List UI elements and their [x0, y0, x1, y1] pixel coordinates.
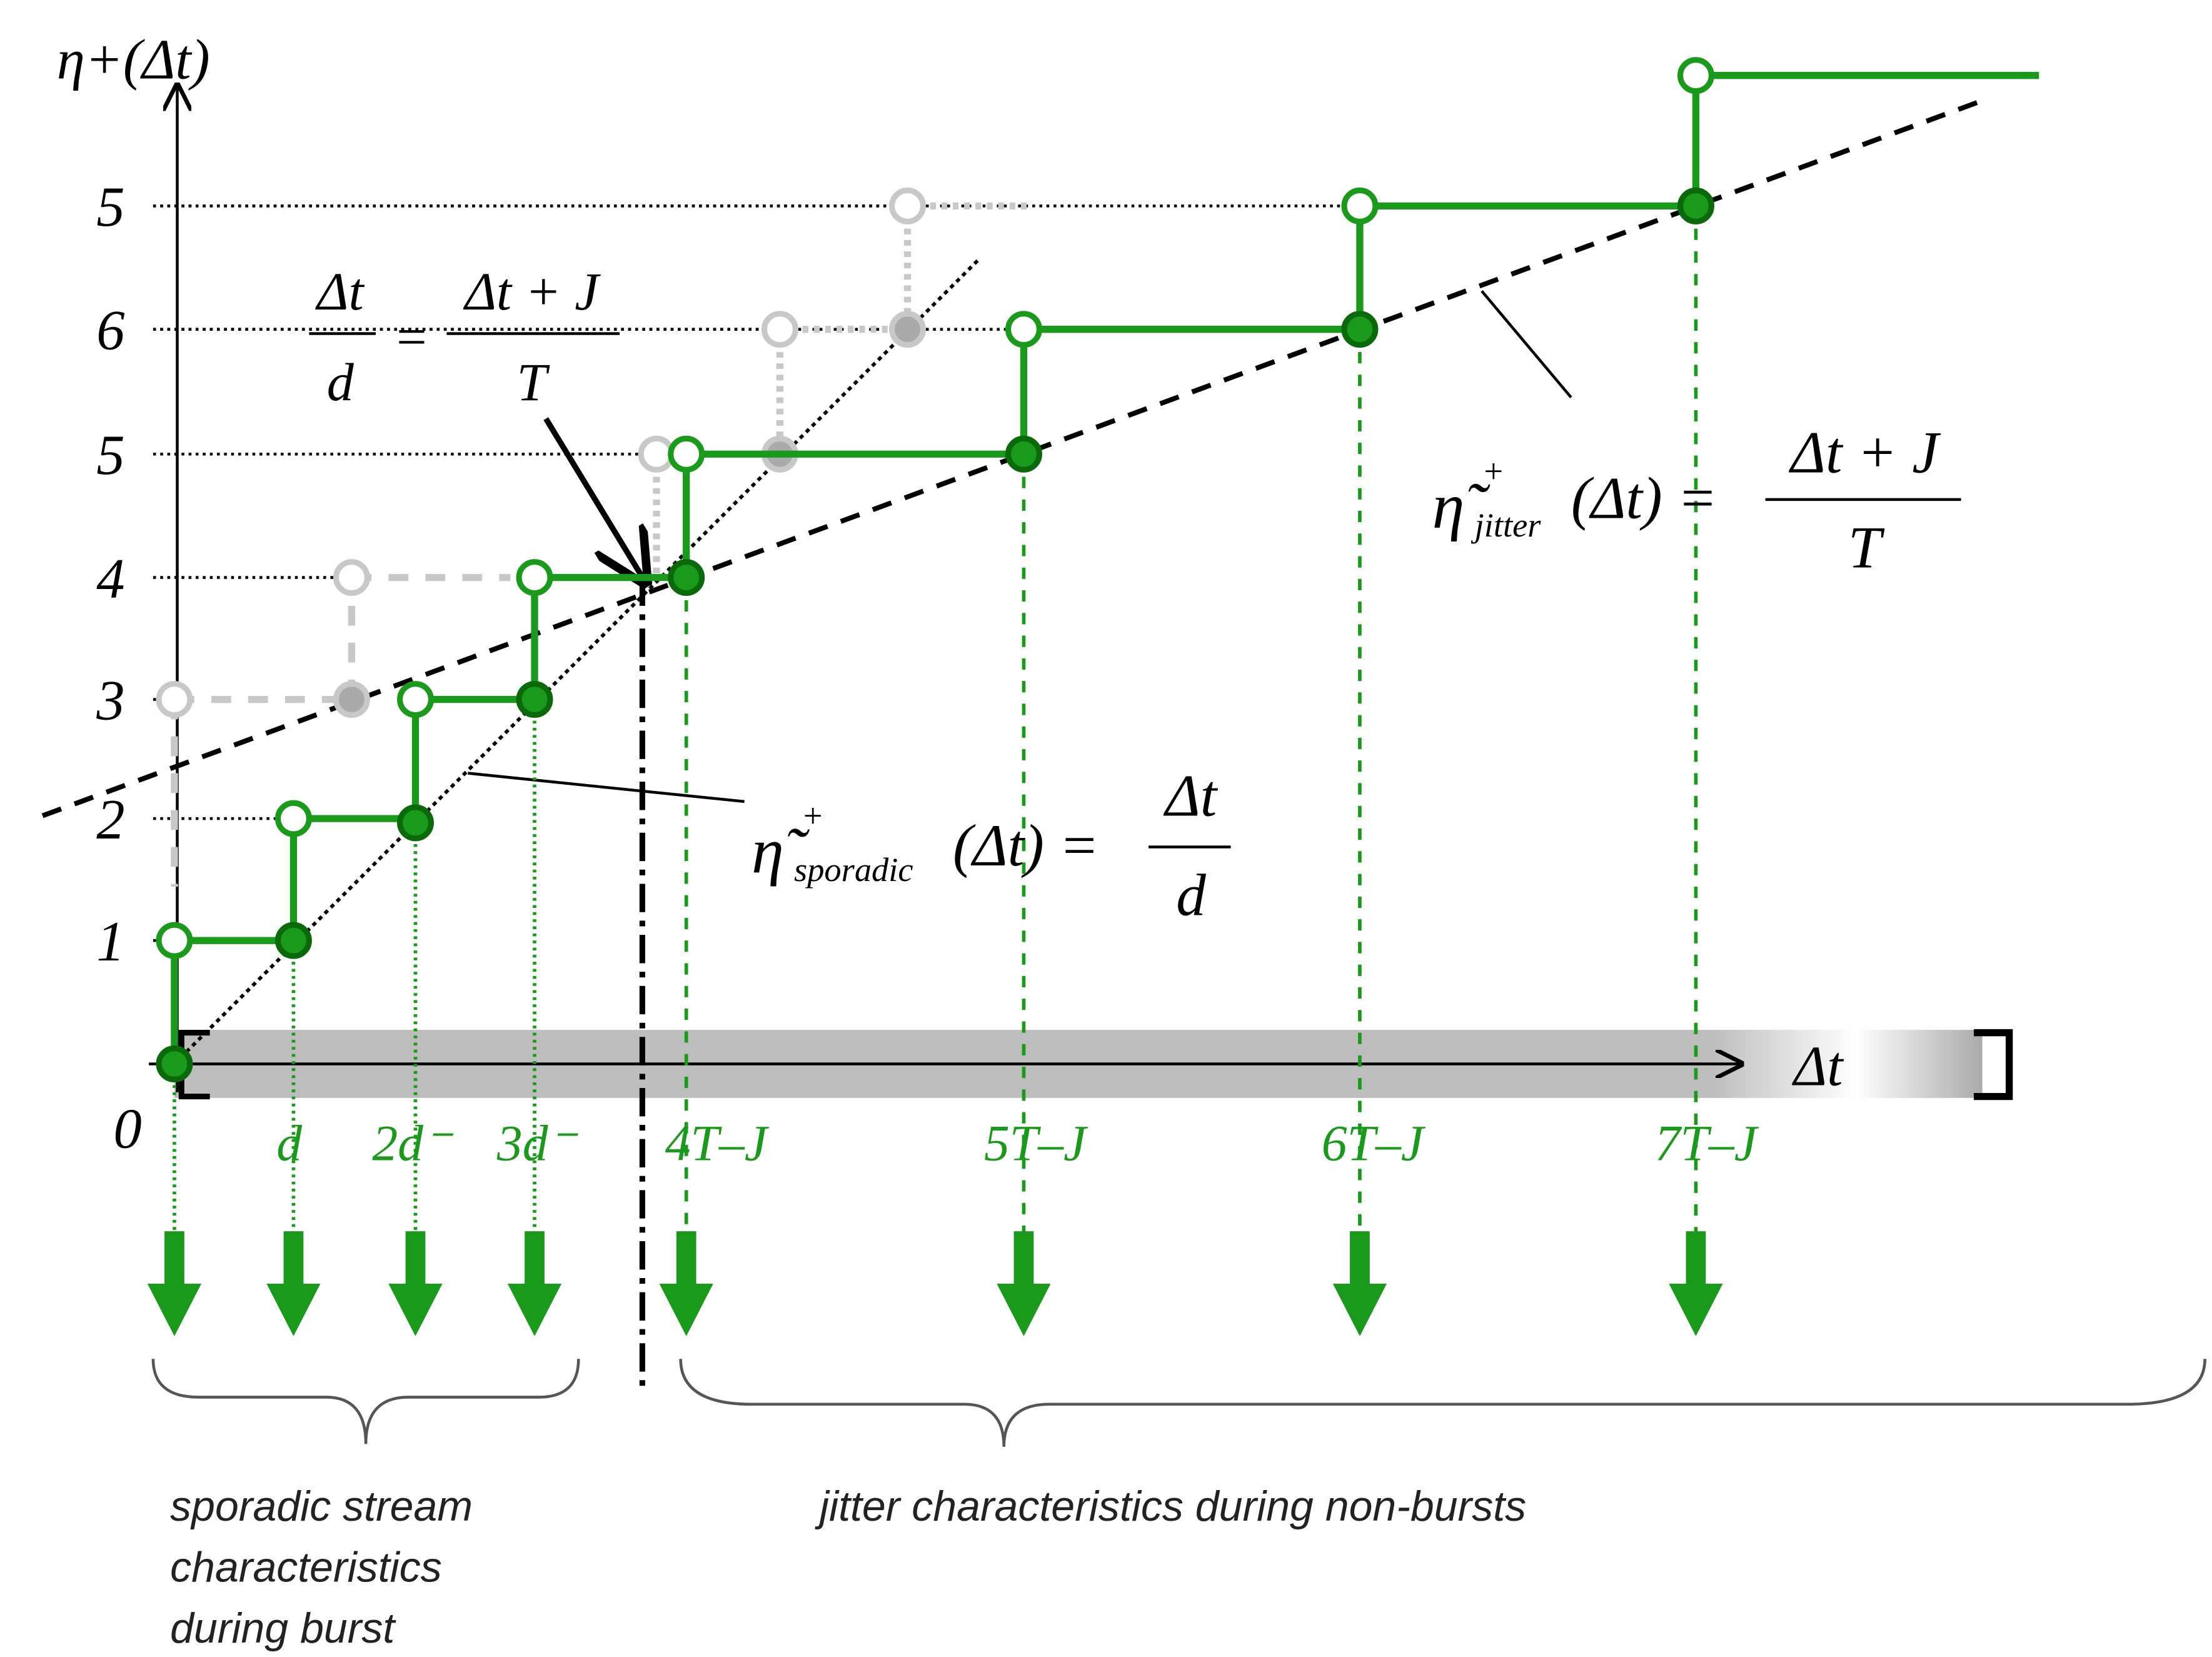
gray-point — [333, 681, 370, 718]
eta-point — [274, 922, 312, 959]
eta-point — [397, 681, 434, 718]
y-tick-label: 5 — [96, 175, 124, 238]
formula-part: Δt + J — [1788, 420, 1941, 486]
y-axis-label: η+(Δt) — [57, 28, 210, 91]
eta-point — [1341, 187, 1379, 224]
caption: characteristics — [170, 1543, 442, 1591]
event-arrow — [388, 1231, 443, 1336]
event-arrow — [997, 1231, 1051, 1336]
y-tick-label: 5 — [96, 423, 124, 486]
x-tick-label: 2d⁻ — [372, 1115, 454, 1172]
y-tick-label: 3 — [96, 668, 124, 732]
eta-point — [516, 559, 553, 597]
x-tick-label: d — [276, 1115, 303, 1172]
x-axis-label: Δt — [1791, 1034, 1844, 1097]
gray-point — [889, 187, 926, 224]
gray-point — [333, 559, 370, 597]
eta-point — [156, 922, 193, 959]
eta-point — [668, 559, 705, 597]
gray-point — [761, 311, 798, 348]
y-tick-label: 0 — [113, 1097, 141, 1160]
eta-point — [1005, 435, 1042, 473]
event-arrow — [1669, 1231, 1723, 1336]
labels: η+(Δt) Δt 5 6 5 4 3 2 1 0 d 2d⁻ 3d⁻ 4T–J 5T–J 6T–J 7T… — [57, 28, 1961, 1652]
y-tick-label: 6 — [96, 298, 124, 361]
formula-part: sporadic — [794, 850, 913, 889]
gray-point — [156, 681, 193, 718]
eta-point — [1341, 311, 1379, 348]
formula-part: + — [1482, 452, 1505, 490]
eta-point — [1677, 187, 1714, 224]
y-tick-label: 1 — [96, 910, 124, 973]
y-tick-label: 4 — [96, 546, 124, 610]
x-tick-label: 4T–J — [665, 1115, 770, 1172]
formula-part: d — [1176, 862, 1206, 928]
gray-point — [638, 435, 675, 473]
caption: during burst — [170, 1604, 396, 1652]
eta-point — [1005, 311, 1042, 348]
pointer — [543, 417, 645, 582]
formula-part: Δt — [1163, 763, 1219, 829]
eta-point — [516, 681, 553, 718]
formula-part: T — [517, 352, 551, 412]
leader — [468, 772, 745, 803]
graphics — [41, 57, 2206, 1447]
leader — [1481, 290, 1572, 399]
event-arrow — [1332, 1231, 1387, 1336]
brace — [151, 1359, 580, 1444]
x-tick-label: 7T–J — [1655, 1115, 1759, 1172]
formula-part: + — [801, 797, 824, 835]
eta-point — [668, 435, 705, 473]
formula-part: jitter — [1471, 506, 1542, 544]
formula-part: d — [327, 352, 354, 412]
formula-part: (Δt) = — [953, 812, 1099, 879]
event-arrow — [266, 1231, 321, 1336]
caption: sporadic stream — [170, 1483, 473, 1530]
gray-point — [889, 311, 926, 348]
x-tick-label: 3d⁻ — [496, 1115, 579, 1172]
eta-point — [397, 804, 434, 842]
y-tick-label: 2 — [96, 788, 124, 851]
x-tick-label: 6T–J — [1322, 1115, 1426, 1172]
bracket — [1973, 1029, 2013, 1100]
formula-part: Δt — [315, 261, 365, 321]
caption: jitter characteristics during non-bursts — [815, 1483, 1526, 1530]
event-arrow — [147, 1231, 202, 1336]
eta-point — [1677, 57, 1714, 94]
brace — [679, 1359, 2206, 1447]
eta-curve — [171, 72, 2039, 1064]
formula-part: (Δt) = — [1571, 465, 1717, 531]
formula-part: T — [1848, 515, 1885, 581]
formula-part: Δt + J — [463, 261, 601, 321]
eta-point — [156, 1045, 193, 1082]
formula-part: = — [393, 307, 430, 367]
eta-point — [274, 800, 312, 837]
x-tick-label: 5T–J — [984, 1115, 1088, 1172]
event-arrow — [507, 1231, 562, 1336]
event-arrow — [659, 1231, 713, 1336]
